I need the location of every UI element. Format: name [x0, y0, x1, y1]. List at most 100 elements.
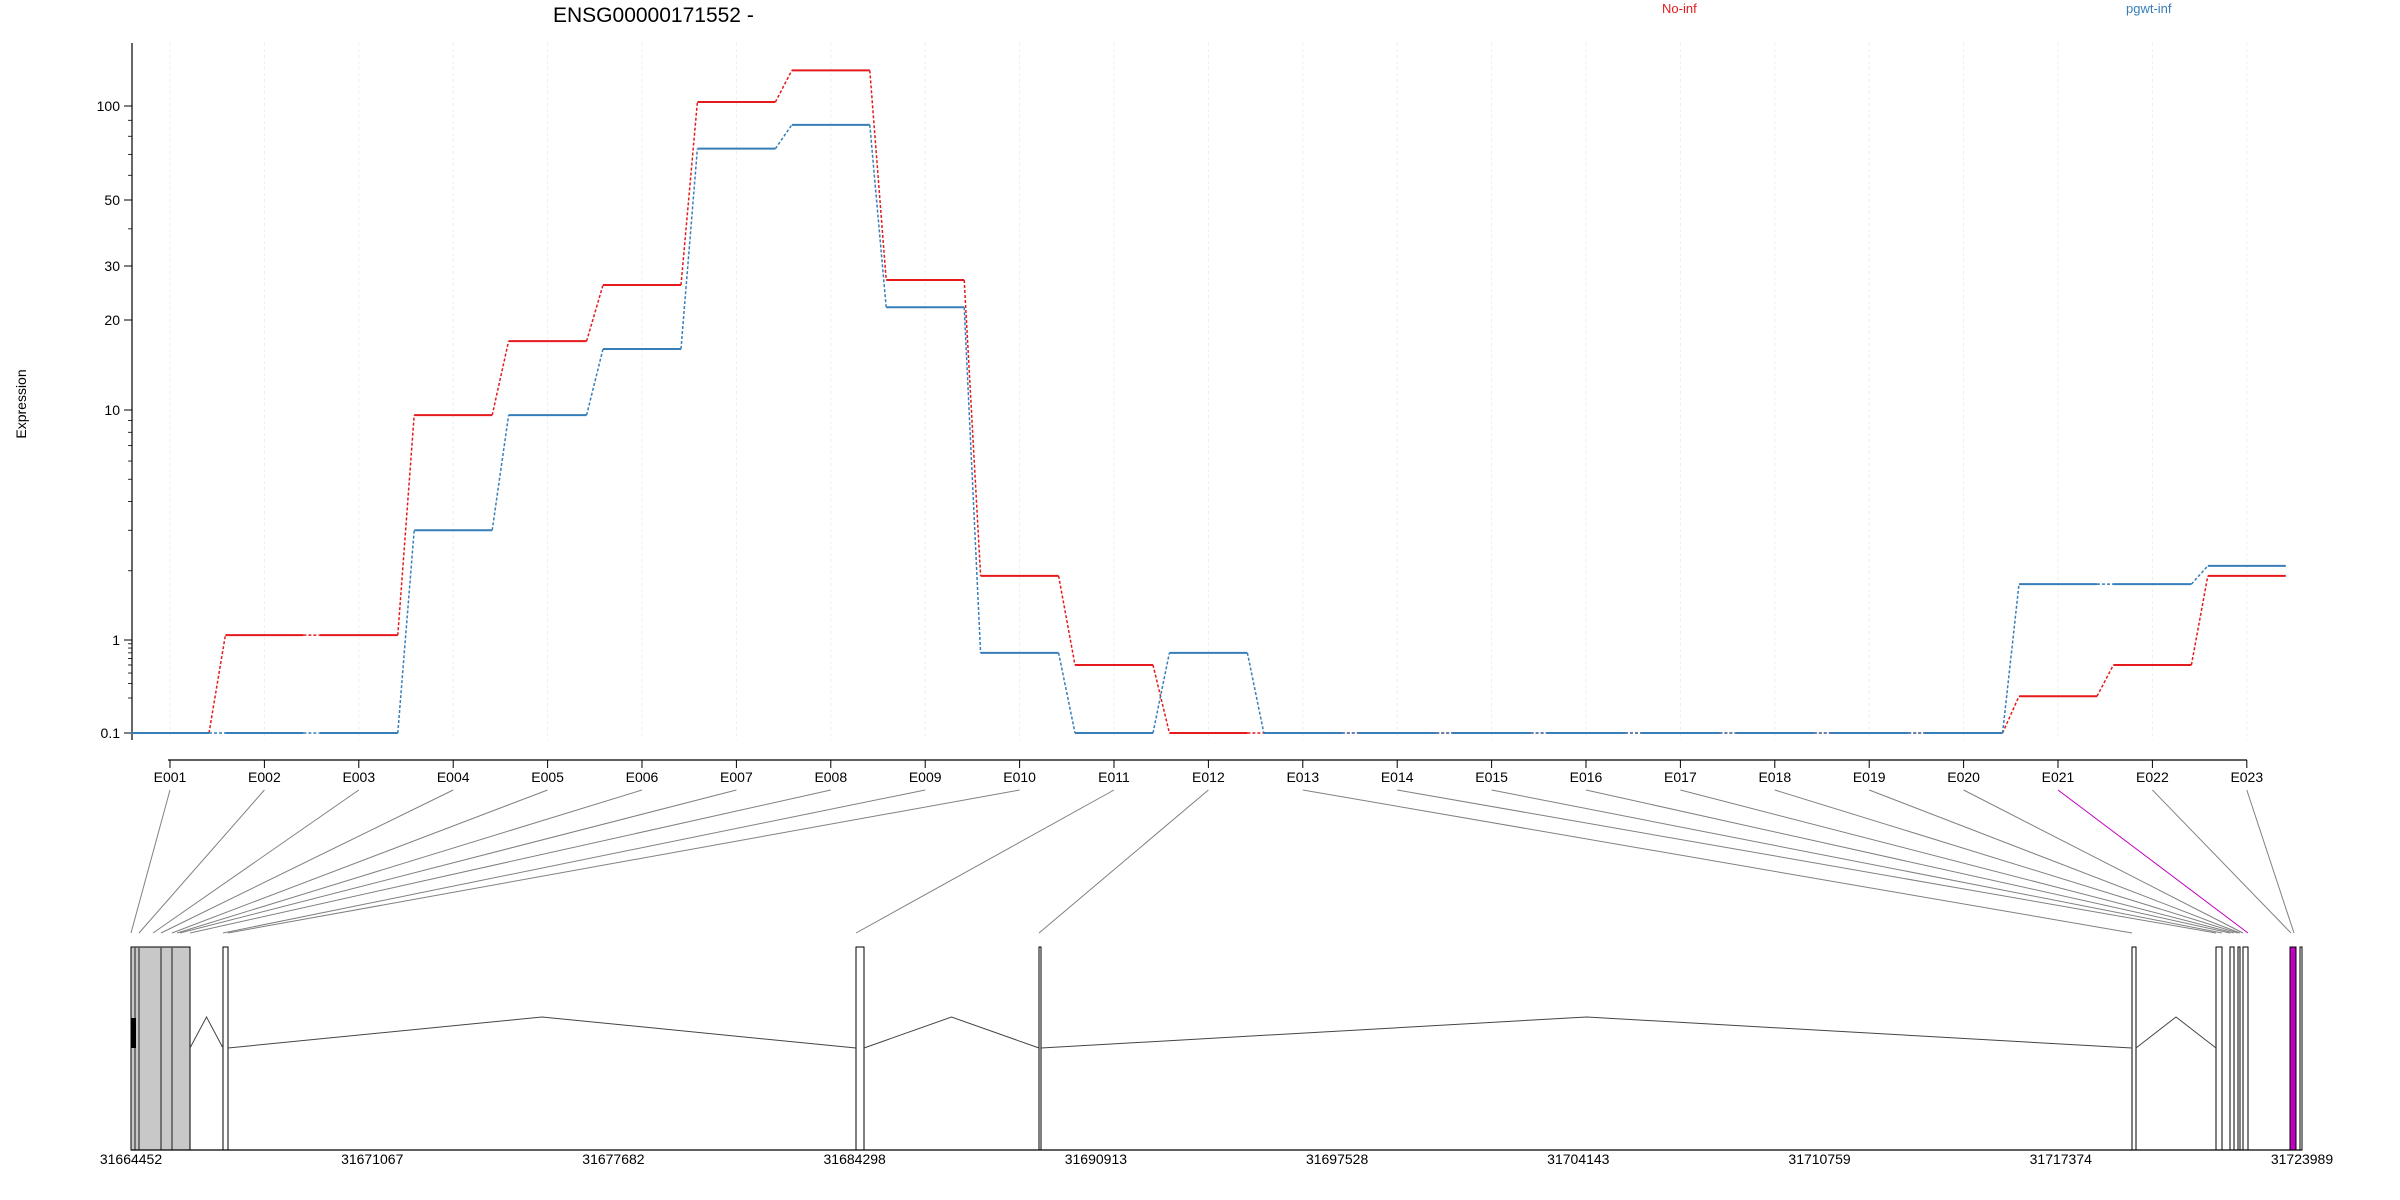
- gene-model: [130, 946, 2303, 1151]
- series-connector: [1057, 652, 1076, 734]
- x-tick-label: E013: [1286, 769, 1319, 785]
- exon-mark: [131, 1018, 136, 1048]
- x-tick-label: E023: [2230, 769, 2263, 785]
- genomic-tick-label: 31677682: [582, 1151, 645, 1167]
- intron-line: [863, 1016, 1040, 1049]
- series-connector: [963, 307, 982, 653]
- exon-connector: [222, 789, 926, 934]
- series-connector: [2001, 695, 2020, 734]
- exon-block: [2299, 946, 2303, 1151]
- series-connector: [397, 530, 415, 734]
- exon-connector: [160, 789, 454, 934]
- exon-connector: [855, 789, 1115, 934]
- x-tick-label: E011: [1098, 769, 1130, 785]
- exon-block: [1038, 946, 1042, 1151]
- exon-connector: [176, 789, 643, 934]
- x-tick-label: E014: [1381, 769, 1414, 785]
- series-connector: [869, 124, 887, 308]
- x-tick-label: E009: [909, 769, 942, 785]
- series-lines: [131, 69, 2286, 734]
- genomic-tick-label: 31684298: [824, 1151, 887, 1167]
- series-connector: [2001, 584, 2020, 734]
- y-tick-label: 10: [104, 402, 120, 418]
- series-connector: [208, 635, 227, 734]
- genomic-tick-label: 31717374: [2030, 1151, 2093, 1167]
- x-tick-label: E022: [2136, 769, 2169, 785]
- series-connector: [397, 415, 415, 636]
- series-connector: [774, 70, 793, 103]
- y-axis-ticks: 0.1 1 10 20 30 50 100: [97, 98, 132, 741]
- x-tick-label: E001: [154, 769, 187, 785]
- genomic-tick-label: 31710759: [1788, 1151, 1851, 1167]
- y-tick-label: 0.1: [101, 725, 121, 741]
- intron-line: [189, 1015, 224, 1049]
- series-connector: [2190, 565, 2209, 585]
- series-connector: [1152, 652, 1171, 734]
- x-tick-label: E016: [1570, 769, 1603, 785]
- series-connector: [491, 415, 510, 531]
- genomic-tick-label: 31704143: [1547, 1151, 1610, 1167]
- x-axis-ticks: E001 E002 E003 E004 E005 E006 E007 E008 E009 E010…: [154, 760, 2263, 785]
- x-tick-label: E002: [248, 769, 281, 785]
- exon-connector: [1963, 789, 2244, 934]
- exon-connector: [1038, 789, 1209, 934]
- x-tick-label: E012: [1192, 769, 1225, 785]
- series-connector: [1152, 664, 1171, 734]
- series-connector: [774, 124, 793, 150]
- x-tick-label: E005: [531, 769, 564, 785]
- exon-block: [855, 946, 865, 1151]
- genomic-coordinate-axis: 31664452 31671067 31677682 31684298 31690913…: [100, 1151, 2334, 1167]
- exon-connector: [2057, 789, 2249, 934]
- vertical-gridlines: [169, 43, 2248, 740]
- exon-connector-lines: [130, 789, 2295, 934]
- legend-entry-pgwt-inf: pgwt-inf: [2126, 1, 2172, 16]
- exon-block: [222, 946, 229, 1151]
- highlighted-exon: [2289, 946, 2297, 1151]
- x-tick-label: E019: [1853, 769, 1886, 785]
- y-tick-label: 20: [104, 312, 120, 328]
- x-tick-label: E006: [626, 769, 659, 785]
- x-tick-label: E017: [1664, 769, 1697, 785]
- y-tick-label: 30: [104, 258, 120, 274]
- x-tick-label: E018: [1758, 769, 1791, 785]
- series-connector: [585, 348, 604, 416]
- series-connector: [869, 70, 887, 281]
- intron-line: [1040, 1016, 2133, 1049]
- y-tick-label: 100: [97, 98, 121, 114]
- exon-connector: [1585, 789, 2231, 934]
- series-pgwt-inf: [131, 123, 2286, 734]
- genomic-tick-label: 31690913: [1065, 1151, 1128, 1167]
- genomic-tick-label: 31697528: [1306, 1151, 1369, 1167]
- x-tick-label: E007: [720, 769, 753, 785]
- exon-connector: [130, 789, 171, 934]
- series-connector: [1057, 575, 1076, 666]
- genomic-tick-label: 31723989: [2271, 1151, 2334, 1167]
- series-connector: [585, 284, 604, 342]
- exon-connector: [227, 789, 1020, 934]
- exon-connector: [2152, 789, 2292, 934]
- genomic-tick-label: 31671067: [341, 1151, 404, 1167]
- x-tick-label: E010: [1003, 769, 1036, 785]
- series-connector: [680, 101, 699, 286]
- series-connector: [2096, 664, 2115, 697]
- exon-connector: [2246, 789, 2295, 934]
- series-connector: [680, 148, 699, 350]
- exon-block: [2131, 946, 2137, 1151]
- x-tick-label: E003: [342, 769, 375, 785]
- legend-entry-no-inf: No-inf: [1662, 1, 1697, 16]
- exon-block: [2242, 946, 2249, 1151]
- exon-connector: [1397, 789, 2217, 934]
- exon-block: [2215, 946, 2223, 1151]
- x-tick-label: E008: [814, 769, 847, 785]
- y-tick-label: 50: [104, 192, 120, 208]
- exon-connector: [1491, 789, 2223, 934]
- y-axis-label: Expression: [13, 369, 29, 438]
- series-connector: [963, 279, 982, 576]
- series-connector: [2190, 575, 2209, 666]
- exon-connector: [1869, 789, 2241, 934]
- exon-connector: [179, 789, 737, 934]
- exon-block: [2229, 946, 2235, 1151]
- intron-line: [227, 1016, 857, 1049]
- exon-connector: [1680, 789, 2235, 934]
- exon-connector: [138, 789, 265, 934]
